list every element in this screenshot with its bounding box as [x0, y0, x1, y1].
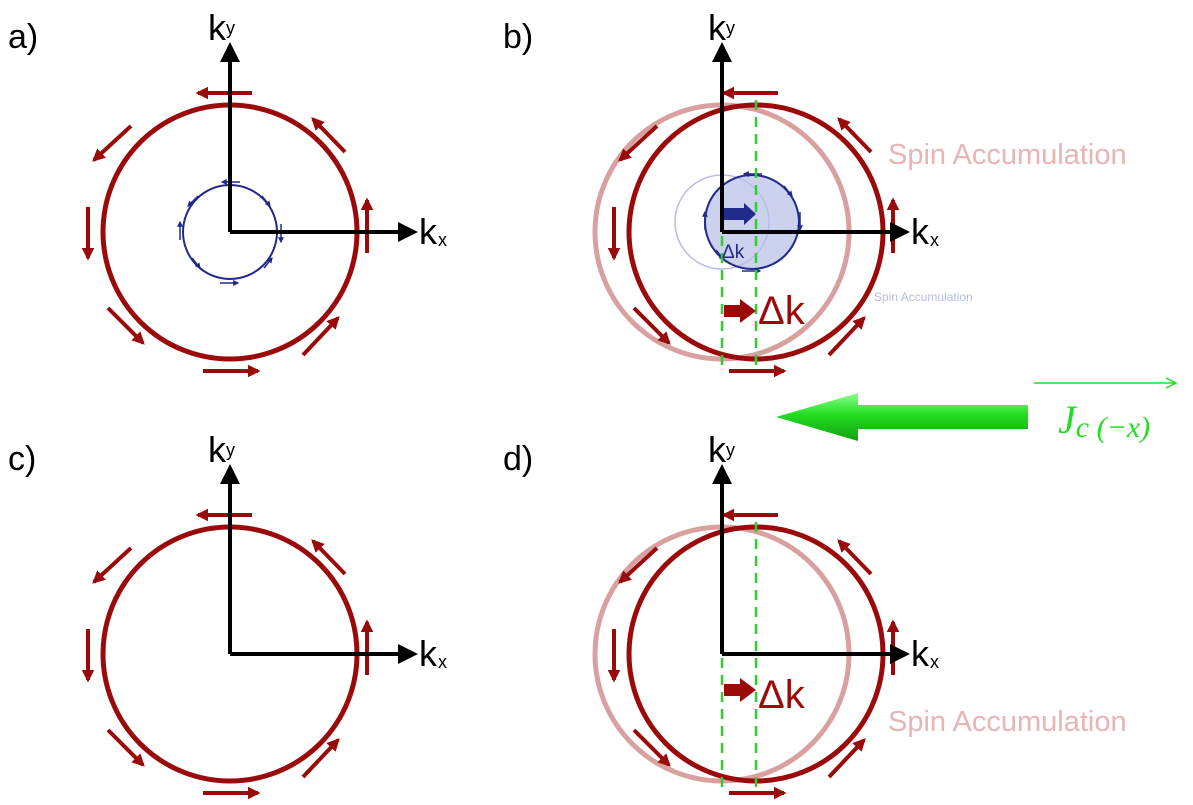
panel-d-label: d) — [503, 440, 533, 478]
ky-axis-label: ky — [708, 429, 735, 470]
panel-b-label: b) — [503, 18, 533, 56]
outer-shift-arrow — [724, 678, 756, 702]
outer-delta-k-label: Δk — [758, 289, 806, 333]
inner-spin-accumulation-label: Spin Accumulation — [874, 290, 973, 304]
inner-delta-k-label: Δk — [722, 242, 745, 263]
outer-delta-k-label: Δk — [758, 673, 806, 717]
current-arrow — [776, 393, 1028, 441]
panel-c: c) ky kx — [8, 429, 447, 800]
outer-spin-arrows — [607, 86, 900, 378]
panel-b: b) — [503, 7, 1127, 378]
current-label: Jc (−x) — [1058, 397, 1150, 444]
ky-axis-label: ky — [208, 429, 235, 470]
spin-accumulation-label: Spin Accumulation — [888, 706, 1127, 738]
inner-shift-arrow — [724, 203, 756, 225]
current-direction: Jc (−x) — [776, 377, 1178, 444]
kx-axis-label: kx — [419, 633, 447, 674]
outer-spin-arrows — [81, 508, 374, 800]
ky-axis-label: ky — [708, 7, 735, 48]
panel-a-label: a) — [8, 18, 38, 56]
spin-accumulation-label: Spin Accumulation — [888, 139, 1127, 171]
panel-a: a) ky kx — [8, 7, 447, 378]
ky-axis-label: ky — [208, 7, 235, 48]
kx-axis-label: kx — [419, 211, 447, 252]
outer-spin-arrows — [81, 86, 374, 378]
panel-d: d) ky kx Δk Spin Accumulation — [503, 429, 1127, 800]
outer-shift-arrow — [724, 299, 756, 323]
panel-c-label: c) — [8, 440, 36, 478]
kx-axis-label: kx — [911, 211, 939, 252]
kx-axis-label: kx — [911, 633, 939, 674]
